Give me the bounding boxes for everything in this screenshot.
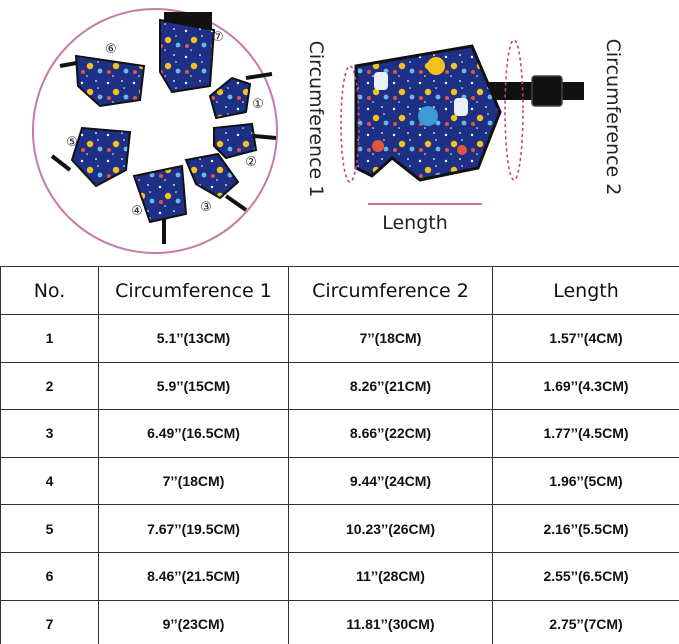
cell-length: 1.57’’(4CM) (492, 314, 679, 363)
size-chart-table: No. Circumference 1 Circumference 2 Leng… (0, 266, 679, 644)
size-marker-1: ① (252, 97, 264, 112)
size-marker-2: ② (245, 155, 257, 170)
cell-circumference-2: 8.66’’(22CM) (288, 409, 493, 458)
cell-circumference-2: 11’’(28CM) (288, 551, 493, 601)
cell-circumference-1: 9’’(23CM) (98, 599, 289, 644)
cell-circumference-1: 7.67’’(19.5CM) (98, 504, 289, 553)
muzzle-size-3 (184, 152, 248, 212)
cell-length: 1.96’’(5CM) (492, 456, 679, 506)
cell-length: 1.69’’(4.3CM) (492, 361, 679, 411)
muzzle-size-5 (50, 126, 132, 188)
size-marker-6: ⑥ (105, 42, 117, 57)
table-row: 4 7’’(18CM) 9.44’’(24CM) 1.96’’(5CM) (0, 456, 679, 506)
table-header-row: No. Circumference 1 Circumference 2 Leng… (0, 266, 679, 315)
large-muzzle (354, 44, 584, 182)
cell-circumference-1: 8.46’’(21.5CM) (98, 551, 289, 601)
cell-circumference-1: 6.49’’(16.5CM) (98, 409, 289, 458)
cell-length: 2.55’’(6.5CM) (492, 551, 679, 601)
size-marker-5: ⑤ (66, 135, 78, 150)
product-figure: ① ② ③ ④ ⑤ ⑥ ⑦ Circumference 1 Circumfere… (0, 0, 679, 262)
cell-length: 2.16’’(5.5CM) (492, 504, 679, 553)
muzzle-size-4 (132, 164, 188, 244)
cell-circumference-1: 5.9’’(15CM) (98, 361, 289, 411)
muzzle-size-2 (213, 122, 277, 160)
size-marker-3: ③ (200, 200, 212, 215)
cell-circumference-2: 7’’(18CM) (288, 314, 493, 363)
cell-circumference-2: 10.23’’(26CM) (288, 504, 493, 553)
table-row: 1 5.1’’(13CM) 7’’(18CM) 1.57’’(4CM) (0, 314, 679, 363)
header-circumference-2: Circumference 2 (288, 266, 493, 315)
size-marker-4: ④ (131, 204, 143, 219)
header-no: No. (0, 266, 99, 315)
size-marker-7: ⑦ (212, 30, 224, 45)
cell-no: 6 (0, 551, 99, 601)
cell-no: 7 (0, 599, 99, 644)
circumference-1-label: Circumference 1 (305, 40, 327, 198)
table-row: 5 7.67’’(19.5CM) 10.23’’(26CM) 2.16’’(5.5CM… (0, 504, 679, 553)
cell-circumference-2: 11.81’’(30CM) (288, 599, 493, 644)
table-row: 6 8.46’’(21.5CM) 11’’(28CM) 2.55’’(6.5CM) (0, 551, 679, 601)
cell-length: 2.75’’(7CM) (492, 599, 679, 644)
cell-circumference-2: 8.26’’(21CM) (288, 361, 493, 411)
cell-no: 3 (0, 409, 99, 458)
buckle (531, 75, 563, 107)
cell-no: 5 (0, 504, 99, 553)
cell-no: 4 (0, 456, 99, 506)
muzzle-illustration: ① ② ③ ④ ⑤ ⑥ ⑦ (32, 8, 584, 254)
cell-no: 1 (0, 314, 99, 363)
table-row: 3 6.49’’(16.5CM) 8.66’’(22CM) 1.77’’(4.5CM) (0, 409, 679, 458)
circumference-2-label: Circumference 2 (602, 38, 624, 196)
cell-no: 2 (0, 361, 99, 411)
header-length: Length (492, 266, 679, 315)
cell-length: 1.77’’(4.5CM) (492, 409, 679, 458)
muzzle-size-1 (208, 72, 273, 120)
table-row: 2 5.9’’(15CM) 8.26’’(21CM) 1.69’’(4.3CM) (0, 361, 679, 411)
cell-circumference-2: 9.44’’(24CM) (288, 456, 493, 506)
circumference-1-arc (340, 65, 360, 183)
muzzle-size-6 (59, 54, 146, 108)
cell-circumference-1: 7’’(18CM) (98, 456, 289, 506)
length-label: Length (382, 212, 448, 234)
table-row: 7 9’’(23CM) 11.81’’(30CM) 2.75’’(7CM) (0, 599, 679, 644)
header-circumference-1: Circumference 1 (98, 266, 289, 315)
circumference-2-arc (504, 39, 524, 181)
cell-circumference-1: 5.1’’(13CM) (98, 314, 289, 363)
muzzle-size-7 (159, 12, 216, 94)
